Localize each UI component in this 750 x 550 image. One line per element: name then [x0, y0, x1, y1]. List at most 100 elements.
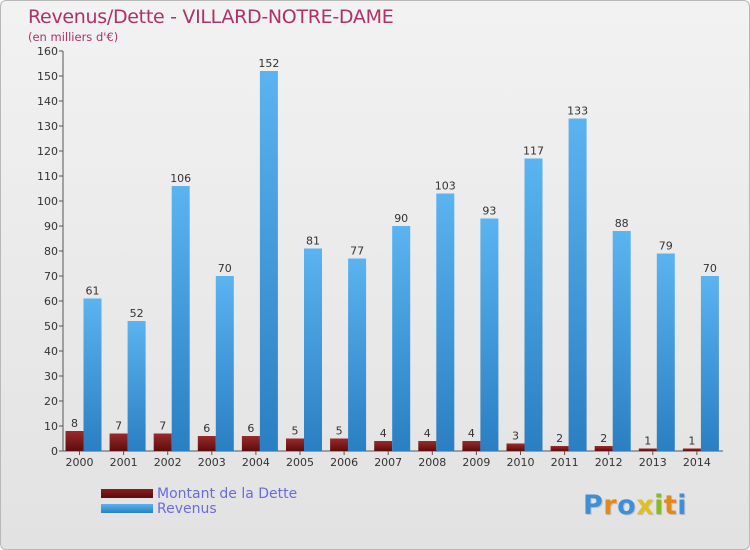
- bar-revenus-2002: [171, 186, 190, 451]
- data-labels: 8 61 7 52 7 106 6 70 6 152 5 81 5 77 4 90 4 103 4 93 3 117 2 13…: [71, 57, 717, 448]
- bar-revenus-2013: [656, 253, 675, 451]
- data-label-revenus-2011: 133: [567, 105, 588, 118]
- proxiti-logo: Proxiti: [583, 490, 687, 521]
- bar-revenus-2008: [436, 193, 455, 451]
- data-label-revenus-2012: 88: [615, 217, 629, 230]
- bar-revenus-2009: [480, 218, 499, 451]
- data-label-dette-2003: 6: [203, 422, 210, 435]
- x-tick-label: 2000: [66, 456, 94, 469]
- bars: [65, 71, 719, 451]
- data-label-revenus-2009: 93: [482, 205, 496, 218]
- bar-dette-2000: [65, 431, 84, 451]
- data-label-revenus-2014: 70: [703, 262, 717, 275]
- y-tick-label: 150: [37, 70, 58, 83]
- bar-revenus-2001: [127, 321, 146, 451]
- logo-letter: t: [663, 490, 678, 521]
- data-label-dette-2006: 5: [336, 425, 343, 438]
- y-tick-label: 60: [44, 295, 58, 308]
- data-label-dette-2004: 6: [247, 422, 254, 435]
- bar-dette-2008: [418, 441, 437, 451]
- data-label-revenus-2008: 103: [435, 180, 456, 193]
- y-tick-label: 30: [44, 370, 58, 383]
- y-tick-label: 70: [44, 270, 58, 283]
- legend-swatch-revenus: [101, 504, 153, 513]
- x-tick-label: 2013: [639, 456, 667, 469]
- data-label-dette-2011: 2: [556, 432, 563, 445]
- bar-dette-2006: [330, 438, 349, 451]
- x-tick-label: 2012: [595, 456, 623, 469]
- bar-dette-2007: [374, 441, 393, 451]
- data-label-revenus-2001: 52: [130, 307, 144, 320]
- data-label-dette-2008: 4: [424, 427, 431, 440]
- x-tick-label: 2005: [286, 456, 314, 469]
- x-tick-label: 2004: [242, 456, 270, 469]
- logo-letter: r: [603, 490, 618, 521]
- legend-label-dette: Montant de la Dette: [157, 486, 298, 502]
- x-tick-label: 2014: [683, 456, 711, 469]
- bar-dette-2003: [197, 436, 216, 451]
- data-label-dette-2007: 4: [380, 427, 387, 440]
- bar-dette-2002: [153, 433, 172, 451]
- data-label-dette-2005: 5: [292, 425, 299, 438]
- y-tick-label: 130: [37, 120, 58, 133]
- data-label-dette-2010: 3: [512, 430, 519, 443]
- bar-revenus-2012: [612, 231, 631, 451]
- bar-dette-2001: [109, 433, 128, 451]
- chart-subtitle: (en milliers d'€): [28, 30, 119, 44]
- legend-swatch-dette: [101, 489, 153, 498]
- data-label-revenus-2002: 106: [170, 172, 191, 185]
- bar-revenus-2014: [700, 276, 719, 451]
- data-label-revenus-2003: 70: [218, 262, 232, 275]
- y-tick-label: 100: [37, 195, 58, 208]
- bar-revenus-2005: [304, 248, 322, 451]
- bar-dette-2010: [506, 443, 525, 451]
- data-label-revenus-2010: 117: [523, 145, 544, 158]
- bar-revenus-2004: [259, 71, 278, 451]
- y-tick-label: 0: [51, 445, 58, 458]
- data-label-revenus-2005: 81: [306, 235, 320, 248]
- x-tick-label: 2001: [110, 456, 138, 469]
- y-tick-label: 40: [44, 345, 58, 358]
- x-tick-label: 2010: [507, 456, 535, 469]
- logo-letter: P: [583, 490, 604, 521]
- x-tick-label: 2011: [551, 456, 579, 469]
- x-tick-label: 2009: [462, 456, 490, 469]
- data-label-revenus-2007: 90: [394, 212, 408, 225]
- y-tick-label: 120: [37, 145, 58, 158]
- bar-dette-2004: [241, 436, 260, 451]
- x-tick-label: 2007: [374, 456, 402, 469]
- bar-revenus-2006: [348, 258, 367, 451]
- y-tick-label: 20: [44, 395, 58, 408]
- y-tick-label: 110: [37, 170, 58, 183]
- chart-title: Revenus/Dette - VILLARD-NOTRE-DAME: [28, 6, 394, 28]
- bar-revenus-2000: [83, 298, 102, 451]
- data-label-revenus-2000: 61: [86, 285, 100, 298]
- bar-revenus-2007: [392, 226, 411, 451]
- data-label-dette-2009: 4: [468, 427, 475, 440]
- y-tick-label: 80: [44, 245, 58, 258]
- data-label-dette-2000: 8: [71, 417, 78, 430]
- data-label-dette-2001: 7: [115, 420, 122, 433]
- y-tick-label: 160: [37, 45, 58, 58]
- data-label-dette-2002: 7: [159, 420, 166, 433]
- bar-revenus-2003: [215, 276, 234, 451]
- legend-label-revenus: Revenus: [157, 501, 217, 517]
- bar-dette-2014: [682, 448, 701, 451]
- x-tick-label: 2006: [330, 456, 358, 469]
- x-tick-label: 2008: [418, 456, 446, 469]
- data-label-dette-2012: 2: [600, 432, 607, 445]
- y-tick-label: 10: [44, 420, 58, 433]
- logo-letter: i: [677, 490, 688, 521]
- logo-letter: o: [617, 490, 637, 521]
- y-tick-label: 90: [44, 220, 58, 233]
- bar-dette-2012: [594, 446, 613, 451]
- bar-dette-2009: [462, 441, 481, 451]
- data-label-dette-2013: 1: [644, 435, 651, 448]
- data-label-revenus-2013: 79: [659, 240, 673, 253]
- logo-letter: i: [654, 490, 664, 521]
- y-tick-label: 50: [44, 320, 58, 333]
- bar-dette-2011: [550, 446, 569, 451]
- data-label-revenus-2004: 152: [258, 57, 279, 70]
